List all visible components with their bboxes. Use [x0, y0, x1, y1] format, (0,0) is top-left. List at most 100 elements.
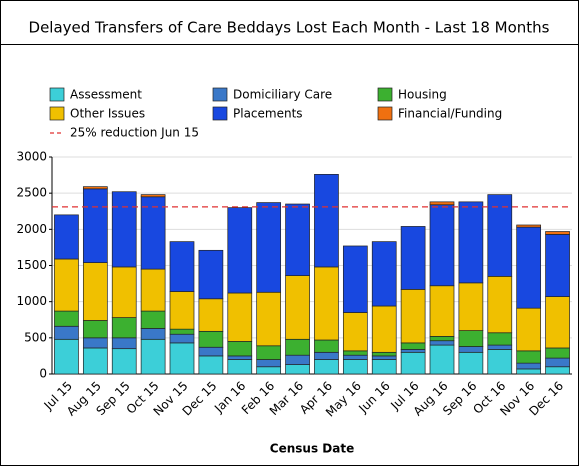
x-axis-label: Census Date	[270, 442, 354, 456]
legend-swatch	[377, 106, 393, 121]
bar-segment	[140, 194, 166, 198]
y-tick-label: 2000	[16, 222, 47, 236]
bar-segment	[342, 354, 368, 360]
bar-segment	[400, 351, 426, 375]
bar-segment	[111, 337, 137, 350]
bar-segment	[140, 196, 166, 270]
bar-segment	[285, 275, 310, 340]
bar-segment	[516, 350, 542, 364]
legend-swatch	[49, 87, 65, 102]
bar-segment	[458, 351, 484, 375]
bar-segment	[198, 298, 224, 332]
bar-segment	[140, 268, 166, 312]
y-tick-label: 500	[24, 330, 47, 344]
bar-segment	[314, 359, 339, 375]
bar-segment	[400, 349, 426, 353]
bar-segment	[82, 320, 108, 339]
bar-segment	[140, 328, 166, 340]
bar-segment	[400, 226, 426, 290]
bar-segment	[314, 174, 339, 268]
bar-segment	[487, 332, 513, 346]
bar-segment	[371, 351, 397, 357]
bar-segment	[371, 241, 397, 307]
bar-segment	[140, 310, 166, 329]
bar-segment	[198, 330, 224, 348]
bar-segment	[54, 214, 79, 260]
bar-segment	[314, 266, 339, 341]
bar-segment	[285, 364, 310, 375]
bar-segment	[256, 291, 282, 347]
legend-swatch	[212, 87, 228, 102]
bar-segment	[400, 289, 426, 344]
bar-segment	[429, 204, 455, 287]
bar-segment	[314, 351, 339, 360]
bar-segment	[169, 328, 195, 335]
bar-segment	[545, 296, 570, 349]
legend-label: Domiciliary Care	[233, 88, 332, 102]
bar-segment	[429, 340, 455, 346]
bar-segment	[545, 234, 570, 297]
legend-label: Financial/Funding	[398, 107, 502, 121]
bar-segment	[458, 282, 484, 331]
bar-segment	[169, 291, 195, 330]
bar-segment	[516, 362, 542, 370]
bar-segment	[429, 336, 455, 342]
bar-segment	[516, 224, 542, 228]
bar-segment	[54, 325, 79, 340]
bar-segment	[169, 241, 195, 292]
bar-segment	[227, 341, 253, 357]
bar-segment	[516, 226, 542, 309]
bar-segment	[545, 231, 570, 235]
legend-swatch	[212, 106, 228, 121]
bar-segment	[54, 310, 79, 327]
bar-segment	[545, 357, 570, 368]
chart-title: Delayed Transfers of Care Beddays Lost E…	[29, 19, 550, 37]
legend-label: Assessment	[70, 88, 142, 102]
legend-label: Other Issues	[70, 107, 145, 121]
bar-segment	[54, 258, 79, 312]
bar-segment	[342, 359, 368, 375]
bar-segment	[342, 350, 368, 356]
bar-segment	[342, 312, 368, 352]
bar-segment	[227, 359, 253, 375]
bar-segment	[458, 330, 484, 347]
bar-segment	[82, 337, 108, 349]
bar-segment	[371, 305, 397, 353]
bar-segment	[111, 266, 137, 318]
y-tick-label: 2500	[16, 186, 47, 200]
y-tick-label: 1000	[16, 294, 47, 308]
bar-segment	[54, 338, 79, 375]
bar-segment	[487, 349, 513, 375]
bar-segment	[198, 346, 224, 357]
bar-segment	[545, 366, 570, 375]
bar-segment	[140, 338, 166, 375]
bar-segment	[285, 354, 310, 365]
bar-segment	[342, 245, 368, 313]
y-tick-label: 0	[39, 367, 47, 381]
bar-segment	[198, 249, 224, 300]
bar-segment	[111, 348, 137, 375]
bar-segment	[314, 339, 339, 353]
bar-segment	[371, 355, 397, 360]
bar-segment	[429, 285, 455, 337]
bar-segment	[111, 191, 137, 268]
bar-segment	[227, 355, 253, 360]
bar-segment	[516, 368, 542, 375]
bar-segment	[82, 188, 108, 263]
bar-segment	[458, 201, 484, 284]
bar-segment	[400, 342, 426, 350]
legend-label: Placements	[233, 107, 303, 121]
bar-segment	[487, 276, 513, 334]
bar-segment	[371, 359, 397, 375]
bar-segment	[198, 355, 224, 375]
bar-segment	[169, 333, 195, 344]
bar-segment	[429, 344, 455, 375]
legend-swatch	[377, 87, 393, 102]
bar-segment	[256, 359, 282, 368]
bar-segment	[256, 345, 282, 360]
bar-segment	[429, 201, 455, 206]
bar-segment	[458, 346, 484, 353]
bar-segment	[285, 338, 310, 356]
bar-segment	[82, 186, 108, 190]
